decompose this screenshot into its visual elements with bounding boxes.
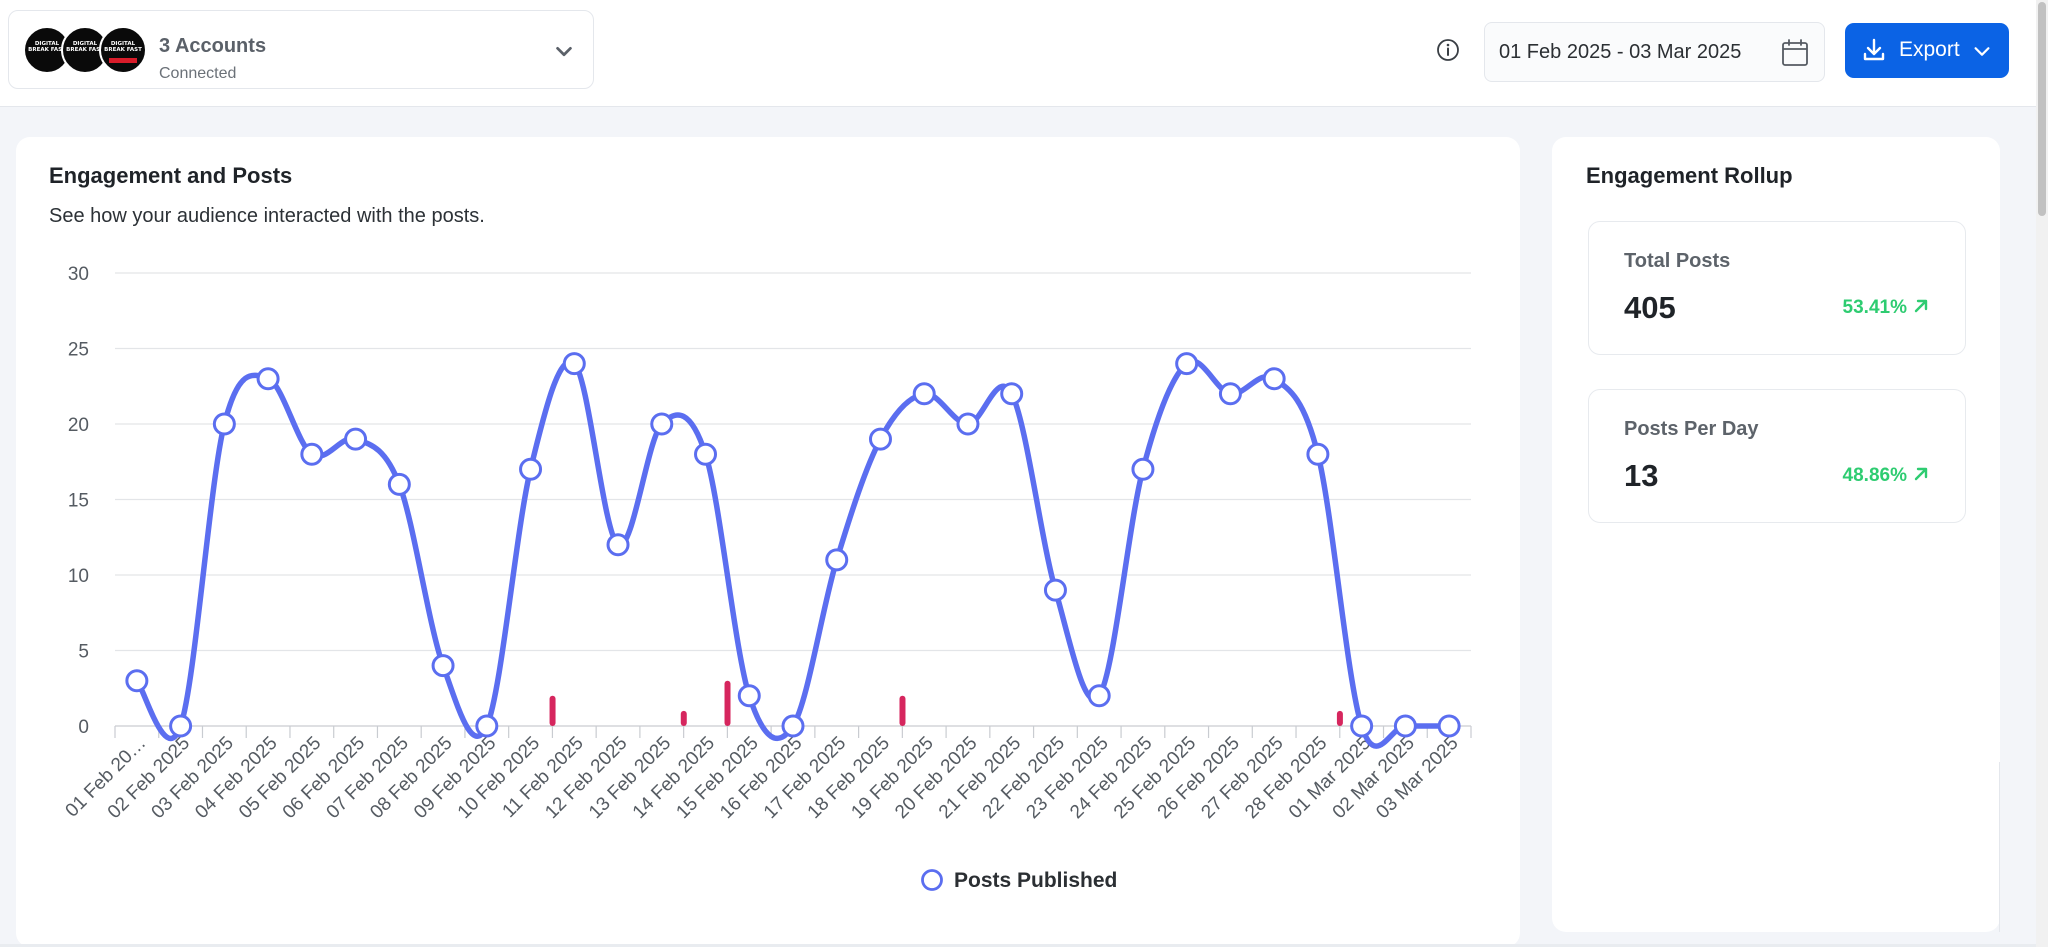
account-selector[interactable]: DIGITAL BREAK FAST DIGITAL BREAK FAST DI…	[8, 10, 594, 89]
data-point	[737, 684, 761, 708]
stat-change-value: 53.41%	[1842, 297, 1907, 318]
bar-series	[549, 680, 1343, 726]
scroll-thumb[interactable]	[2038, 2, 2046, 216]
data-point	[1262, 367, 1286, 391]
stat-label: Total Posts	[1624, 250, 1731, 272]
account-avatars: DIGITAL BREAK FAST DIGITAL BREAK FAST DI…	[23, 26, 163, 74]
data-point	[606, 533, 630, 557]
accounts-count: 3 Accounts	[159, 35, 267, 57]
download-icon	[1863, 38, 1885, 61]
data-point	[387, 472, 411, 496]
bar	[899, 695, 906, 726]
divider	[0, 944, 2036, 947]
bar	[1336, 710, 1343, 726]
data-point	[650, 412, 674, 436]
stat-posts-per-day: Posts Per Day 13 48.86%	[1588, 389, 1966, 523]
export-label: Export	[1899, 38, 1960, 61]
chart-legend[interactable]: Posts Published	[921, 869, 1118, 892]
stat-value: 13	[1624, 458, 1659, 493]
data-point	[125, 669, 149, 693]
date-range-picker[interactable]: 01 Feb 2025 - 03 Mar 2025	[1484, 22, 1825, 82]
data-point	[169, 714, 193, 738]
stat-change: 53.41%	[1843, 297, 1929, 319]
card-title: Engagement and Posts	[49, 163, 293, 188]
y-tick-label: 30	[68, 264, 89, 285]
y-tick-label: 5	[78, 642, 89, 663]
data-point	[868, 427, 892, 451]
data-point	[781, 714, 805, 738]
accounts-status: Connected	[159, 65, 237, 82]
data-point	[1437, 714, 1461, 738]
data-point	[956, 412, 980, 436]
y-axis: 0 5 10 15 20 25 30	[68, 264, 89, 738]
data-point	[1043, 578, 1067, 602]
y-tick-label: 15	[68, 491, 89, 512]
y-tick-label: 25	[68, 340, 89, 361]
y-tick-label: 0	[78, 717, 89, 738]
bar	[680, 710, 687, 726]
line-points	[125, 352, 1461, 738]
stat-value: 405	[1624, 290, 1676, 325]
bar	[549, 695, 556, 726]
y-tick-label: 10	[68, 566, 89, 587]
data-point	[212, 412, 236, 436]
data-point	[825, 548, 849, 572]
data-point	[431, 654, 455, 678]
export-button[interactable]: Export	[1845, 23, 2009, 78]
divider	[1999, 762, 2000, 932]
data-point	[519, 457, 543, 481]
data-point	[912, 382, 936, 406]
stat-change: 48.86%	[1843, 465, 1929, 487]
line-series	[134, 358, 1452, 749]
engagement-card: Engagement and Posts See how your audien…	[16, 137, 1520, 947]
stat-total-posts: Total Posts 405 53.41%	[1588, 221, 1966, 355]
data-point	[1393, 714, 1417, 738]
arrow-up-right-icon	[1914, 299, 1928, 313]
top-bar: DIGITAL BREAK FAST DIGITAL BREAK FAST DI…	[0, 0, 2036, 107]
bar	[724, 680, 731, 726]
data-point	[1000, 382, 1024, 406]
data-point	[1350, 714, 1374, 738]
stat-label: Posts Per Day	[1624, 418, 1759, 440]
calendar-icon[interactable]	[1780, 38, 1810, 68]
rollup-title: Engagement Rollup	[1586, 163, 1793, 188]
engagement-rollup-card: Engagement Rollup Total Posts 405 53.41%…	[1552, 137, 2000, 932]
y-tick-label: 20	[68, 415, 89, 436]
data-point	[475, 714, 499, 738]
card-subtitle: See how your audience interacted with th…	[49, 205, 485, 227]
data-point	[1218, 382, 1242, 406]
chevron-down-icon	[1974, 47, 1990, 56]
data-point	[1131, 457, 1155, 481]
data-point	[256, 367, 280, 391]
data-point	[344, 427, 368, 451]
avatar: DIGITAL BREAK FAST	[99, 26, 147, 74]
legend-marker	[921, 869, 943, 891]
data-point	[1175, 352, 1199, 376]
data-point	[694, 442, 718, 466]
legend-label: Posts Published	[954, 869, 1117, 892]
arrow-up-right-icon	[1914, 467, 1928, 481]
data-point	[300, 442, 324, 466]
page-scrollbar[interactable]	[2036, 0, 2048, 947]
stat-change-value: 48.86%	[1842, 465, 1907, 486]
chart-grid	[115, 272, 1471, 727]
data-point	[1306, 442, 1330, 466]
chevron-down-icon[interactable]	[553, 41, 575, 63]
data-point	[562, 352, 586, 376]
date-range-text: 01 Feb 2025 - 03 Mar 2025	[1499, 41, 1742, 63]
data-point	[1087, 684, 1111, 708]
info-icon[interactable]	[1436, 38, 1460, 62]
